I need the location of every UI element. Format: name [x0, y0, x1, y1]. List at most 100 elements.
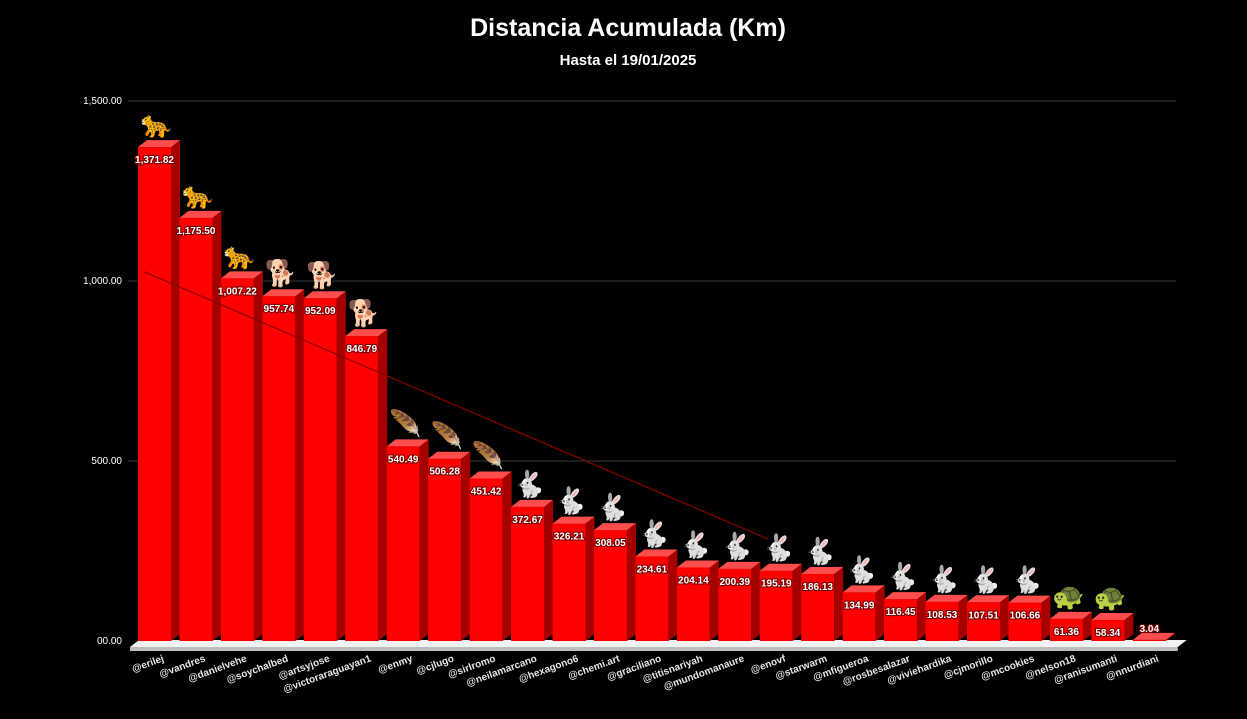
bar-front	[345, 336, 379, 641]
bar-front	[1091, 619, 1125, 641]
chart-subtitle: Hasta el 19/01/2025	[560, 52, 697, 69]
bar-top	[925, 594, 968, 602]
rabbit-icon: 🐇	[845, 554, 877, 585]
bar-front	[1008, 602, 1042, 641]
bar-side	[626, 523, 636, 641]
bar-top	[220, 271, 263, 279]
value-label: 195.19	[761, 579, 792, 590]
bar	[1091, 612, 1134, 641]
feather-icon: 🪶	[389, 407, 421, 439]
bar	[428, 451, 471, 641]
bar-top	[1132, 632, 1175, 640]
bar-top	[801, 566, 844, 574]
bar	[303, 291, 346, 641]
chart-floor	[130, 640, 1187, 651]
bar-front	[138, 147, 171, 641]
bar-front	[428, 458, 462, 641]
value-label: 108.53	[927, 610, 958, 621]
floor-top	[130, 640, 1187, 647]
bar-side	[212, 210, 222, 641]
bar-side	[378, 329, 388, 641]
value-label: 1,007.22	[218, 286, 257, 297]
y-tick-label: 500.00	[91, 456, 122, 467]
bar-top	[386, 439, 429, 447]
bar	[262, 289, 305, 641]
dog-icon: 🐕	[306, 260, 338, 291]
rabbit-icon: 🐇	[762, 533, 794, 564]
bar	[884, 592, 927, 641]
bar	[179, 210, 222, 641]
leopard-icon: 🐆	[140, 110, 172, 140]
bar-top	[635, 549, 678, 557]
bar-side	[585, 516, 595, 641]
bar-front	[801, 573, 835, 641]
bar	[801, 566, 844, 641]
bar-front	[925, 601, 959, 641]
value-label: 326.21	[554, 532, 585, 543]
bar-front	[676, 567, 710, 641]
icons: 🐆 🐆 🐆 🐕 🐕 🐕 🪶 🪶 🪶 🐇 🐇 🐇 🐇 🐇 🐇 🐇 🐇 🐇 🐇 🐇 🐇 🐇 🐢 🐢	[140, 110, 1126, 613]
bar-top	[511, 499, 554, 507]
bar	[220, 271, 263, 641]
trendline	[143, 271, 769, 540]
bar-front	[967, 602, 1000, 641]
value-label: 58.34	[1095, 628, 1120, 639]
bar-side	[792, 563, 802, 641]
bar-front	[386, 446, 420, 641]
bar-front	[635, 556, 669, 641]
bar	[593, 523, 636, 641]
bar-side	[336, 291, 346, 641]
bar-front	[220, 278, 254, 641]
dog-icon: 🐕	[348, 298, 380, 329]
bar	[1132, 632, 1175, 641]
value-label: 846.79	[346, 344, 377, 355]
bar-top	[262, 289, 305, 297]
bar-side	[1082, 611, 1092, 641]
bar	[1008, 595, 1051, 641]
rabbit-icon: 🐇	[969, 564, 1001, 595]
dog-icon: 🐕	[265, 258, 297, 289]
bar-side	[419, 439, 429, 641]
bar-top	[759, 563, 802, 571]
feather-icon: 🪶	[472, 439, 504, 471]
floor-edge	[130, 647, 1178, 651]
bar-top	[469, 471, 512, 479]
bar-side	[1041, 595, 1051, 641]
bar	[718, 561, 761, 641]
bar	[635, 549, 678, 641]
rabbit-icon: 🐇	[721, 531, 753, 562]
chart-title: Distancia Acumulada (Km)	[470, 14, 786, 42]
bar-front	[469, 478, 503, 641]
bar-front	[303, 298, 337, 641]
bar-top	[676, 560, 719, 568]
value-label: 540.49	[388, 454, 419, 465]
bars	[138, 140, 1175, 641]
bar-front	[179, 217, 213, 641]
bar-front	[759, 570, 793, 641]
leopard-icon: 🐆	[223, 241, 255, 271]
value-label: 204.14	[678, 576, 709, 587]
bar-top	[552, 516, 595, 524]
bar-top	[138, 140, 180, 148]
bar-top	[884, 592, 927, 600]
bar	[552, 516, 595, 641]
value-label: 372.67	[512, 515, 543, 526]
bar-top	[842, 585, 885, 593]
rabbit-icon: 🐇	[555, 486, 587, 517]
value-label: 957.74	[264, 304, 295, 315]
bar-top	[1049, 611, 1092, 619]
bar	[759, 563, 802, 641]
bar-side	[1124, 612, 1134, 641]
bar-top	[1008, 595, 1051, 603]
value-label: 134.99	[844, 600, 875, 611]
value-label: 308.05	[595, 538, 626, 549]
bar	[842, 585, 885, 641]
bar-top	[428, 451, 471, 459]
value-label: 1,371.82	[135, 155, 174, 166]
y-tick-label: 1,500.00	[83, 96, 122, 107]
value-label: 107.51	[968, 610, 999, 621]
bar	[345, 329, 388, 641]
rabbit-icon: 🐇	[596, 492, 628, 523]
bar-side	[751, 561, 761, 641]
